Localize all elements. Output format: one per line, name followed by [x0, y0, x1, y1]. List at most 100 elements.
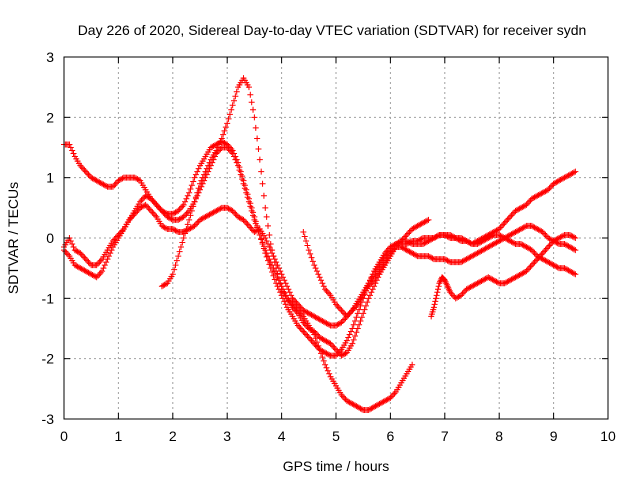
data-point	[248, 204, 255, 211]
data-point	[266, 261, 273, 268]
data-point	[543, 245, 550, 252]
data-point	[218, 135, 225, 142]
data-point	[192, 194, 199, 201]
data-point	[500, 221, 507, 228]
data-point	[237, 168, 244, 175]
data-point	[99, 268, 106, 275]
data-point	[319, 280, 326, 287]
data-point	[172, 262, 179, 269]
data-point	[312, 335, 319, 342]
series-trace-4	[61, 201, 579, 329]
data-point	[353, 314, 360, 321]
data-point	[305, 334, 312, 341]
data-point	[156, 204, 163, 211]
data-point	[494, 279, 501, 286]
data-point	[105, 253, 112, 260]
data-point	[235, 159, 242, 166]
data-point	[339, 393, 346, 400]
data-point	[335, 320, 342, 327]
data-point	[107, 250, 114, 257]
data-point	[118, 176, 125, 183]
x-tick-label: 3	[223, 428, 231, 444]
data-point	[103, 182, 110, 189]
data-point	[526, 265, 533, 272]
data-point	[405, 230, 412, 237]
data-point	[232, 210, 239, 217]
data-point	[301, 320, 308, 327]
data-point	[338, 307, 345, 314]
data-point	[334, 302, 341, 309]
data-point	[63, 250, 70, 257]
data-point	[270, 253, 277, 260]
data-point	[67, 144, 74, 151]
data-point	[522, 223, 529, 230]
data-point	[66, 141, 73, 148]
data-point	[504, 216, 511, 223]
data-point	[403, 231, 410, 238]
data-point	[228, 146, 235, 153]
data-point	[186, 216, 193, 223]
data-point	[545, 244, 552, 251]
data-point	[86, 260, 93, 267]
series-trace-2	[61, 138, 579, 359]
data-point	[237, 215, 244, 222]
data-point	[180, 201, 187, 208]
data-point	[345, 334, 352, 341]
data-point	[70, 244, 77, 251]
series-trace-3	[158, 75, 416, 413]
data-point	[316, 274, 323, 281]
data-point	[326, 290, 333, 297]
data-point	[333, 346, 339, 353]
data-point	[391, 390, 398, 397]
data-point	[100, 265, 107, 272]
data-point	[390, 391, 397, 398]
data-point	[80, 165, 87, 172]
data-point	[245, 84, 252, 91]
data-point	[326, 351, 333, 358]
data-point	[532, 257, 539, 264]
data-point	[358, 406, 365, 413]
x-tick-label: 9	[550, 428, 558, 444]
data-point	[435, 283, 442, 290]
data-point	[131, 210, 138, 217]
data-point	[254, 227, 261, 234]
data-point	[326, 321, 333, 328]
data-point	[346, 331, 353, 338]
data-point	[240, 177, 247, 184]
data-point	[150, 198, 157, 205]
data-point	[571, 169, 577, 176]
data-point	[256, 156, 263, 163]
y-tick-label: 2	[46, 109, 54, 125]
data-point	[572, 247, 579, 254]
data-point	[92, 273, 99, 280]
data-point	[251, 114, 258, 121]
data-point	[311, 262, 318, 269]
y-axis-label: SDTVAR / TECUs	[5, 182, 21, 294]
data-point	[341, 394, 348, 401]
data-point	[501, 219, 508, 226]
data-point	[269, 262, 276, 269]
data-point	[228, 106, 235, 113]
data-point	[258, 236, 265, 243]
data-point	[369, 286, 376, 293]
data-point	[277, 289, 284, 296]
data-point	[172, 209, 179, 216]
x-tick-label: 6	[387, 428, 395, 444]
y-tick-label: 1	[46, 170, 54, 186]
data-point	[455, 293, 462, 300]
data-point	[299, 327, 305, 334]
data-point	[78, 164, 85, 171]
data-point	[103, 259, 110, 266]
data-point	[201, 171, 208, 178]
data-point	[531, 250, 538, 257]
data-point	[333, 352, 339, 359]
data-point	[531, 259, 538, 266]
data-point	[173, 257, 180, 264]
data-point	[387, 247, 394, 254]
data-point	[511, 240, 518, 247]
data-point	[313, 339, 320, 346]
data-point	[293, 299, 300, 306]
data-point	[187, 185, 194, 192]
data-point	[262, 204, 269, 211]
data-point	[180, 235, 187, 241]
